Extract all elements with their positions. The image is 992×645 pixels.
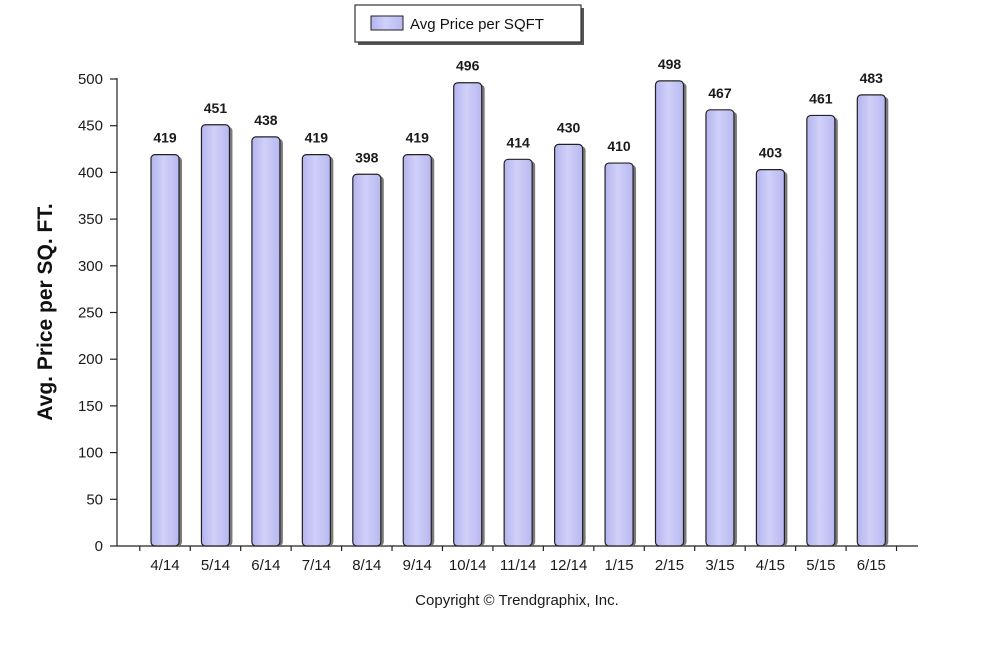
copyright-text: Copyright © Trendgraphix, Inc. (415, 592, 619, 609)
x-tick-label: 10/14 (449, 557, 487, 574)
x-tick-label: 5/14 (201, 557, 230, 574)
y-tick-label: 450 (78, 118, 103, 135)
y-tick-label: 300 (78, 258, 103, 275)
bar (806, 114, 836, 547)
data-label: 461 (809, 90, 833, 106)
bar (755, 168, 786, 547)
x-tick-label: 3/15 (705, 557, 734, 574)
data-label: 498 (658, 56, 682, 72)
bar (856, 94, 886, 547)
y-tick-label: 400 (78, 164, 103, 181)
x-tick-label: 2/15 (655, 557, 684, 574)
y-tick-label: 350 (78, 211, 103, 228)
y-tick-label: 0 (95, 538, 103, 555)
data-label: 419 (153, 130, 177, 146)
x-tick-label: 9/14 (403, 557, 432, 574)
bars: 419 451 438 419 398 419 496 414 430 410 498 467 403 4… (150, 56, 889, 547)
data-label: 419 (305, 130, 329, 146)
x-tick-label: 11/14 (500, 557, 536, 574)
bar (553, 143, 584, 547)
bar (453, 82, 483, 547)
legend-swatch (370, 15, 404, 31)
data-label: 410 (607, 138, 631, 154)
x-tick-label: 5/15 (806, 557, 835, 574)
bar (705, 109, 735, 547)
data-label: 414 (506, 134, 530, 150)
y-tick-label: 250 (78, 305, 103, 322)
x-axis-ticks: 4/14 5/14 6/14 7/14 8/14 9/14 10/14 11/14 12/14 1… (139, 546, 898, 574)
y-axis-ticks: 0 50 100 150 200 250 300 350 400 450 500 (78, 71, 117, 555)
x-tick-label: 4/14 (150, 557, 179, 574)
legend-label: Avg Price per SQFT (410, 16, 544, 33)
data-label: 398 (355, 149, 379, 165)
x-tick-label: 6/15 (857, 557, 886, 574)
x-tick-label: 4/15 (756, 557, 785, 574)
bar (301, 154, 331, 547)
bar (200, 124, 231, 547)
data-label: 403 (759, 145, 783, 161)
x-tick-label: 12/14 (550, 557, 588, 574)
bar (654, 80, 685, 547)
y-tick-label: 500 (78, 71, 103, 88)
y-tick-label: 100 (78, 445, 103, 462)
data-label: 430 (557, 119, 581, 135)
bar (604, 162, 634, 547)
y-tick-label: 200 (78, 351, 103, 368)
data-label: 467 (708, 85, 732, 101)
data-label: 438 (254, 112, 278, 128)
bar (251, 136, 281, 547)
y-axis-title: Avg. Price per SQ. FT. (34, 203, 57, 420)
y-tick-label: 150 (78, 398, 103, 415)
x-tick-label: 8/14 (352, 557, 381, 574)
bar (503, 158, 533, 547)
y-tick-label: 50 (86, 491, 103, 508)
bar (352, 173, 382, 547)
data-label: 483 (860, 70, 884, 86)
x-tick-label: 7/14 (302, 557, 331, 574)
data-label: 419 (406, 130, 430, 146)
x-tick-label: 1/15 (604, 557, 633, 574)
x-tick-label: 6/14 (251, 557, 280, 574)
data-label: 496 (456, 58, 480, 74)
legend: Avg Price per SQFT (354, 4, 584, 45)
bar (402, 154, 432, 547)
bar (150, 154, 180, 547)
data-label: 451 (204, 100, 228, 116)
